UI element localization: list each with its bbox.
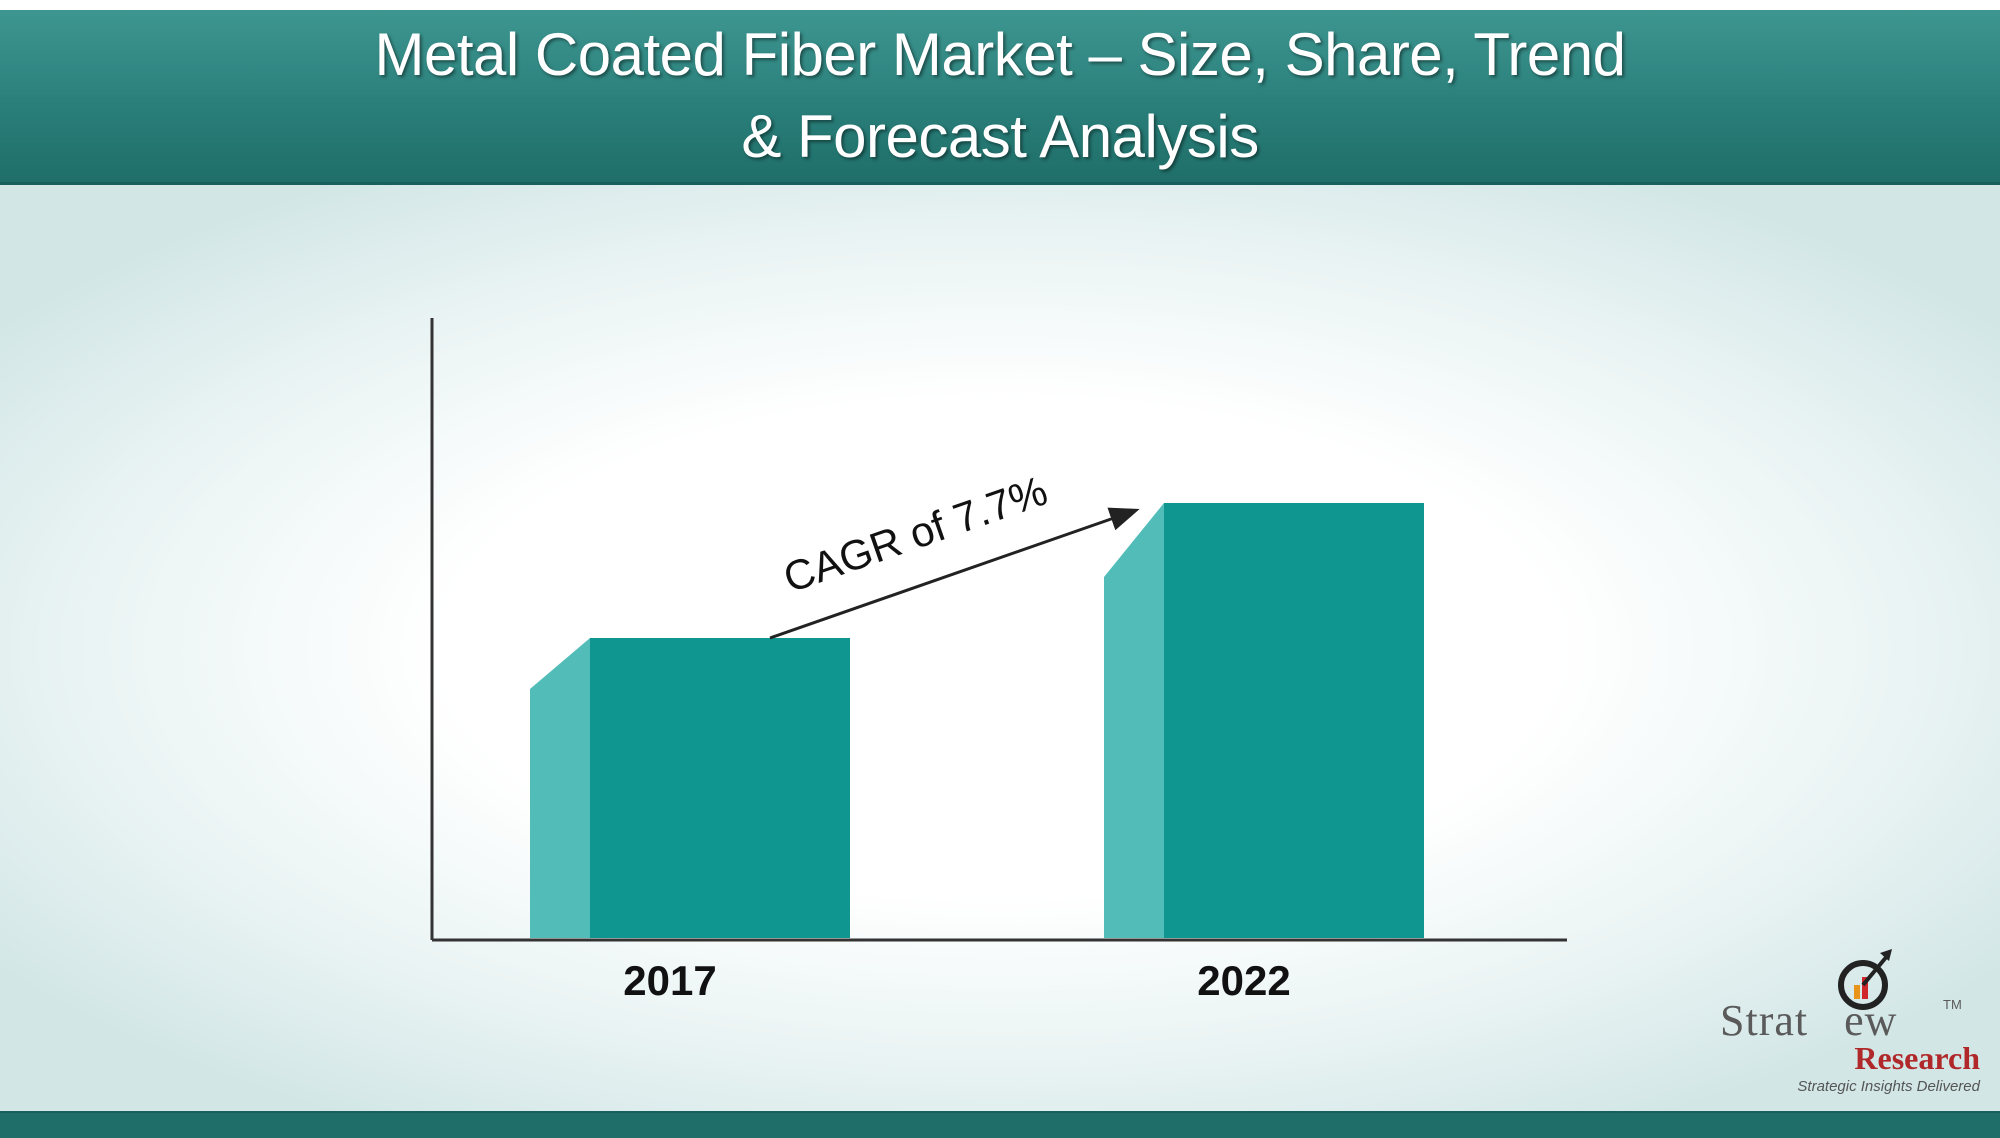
bar-side-2017	[530, 638, 590, 938]
bar-2017	[590, 638, 850, 938]
x-tick-label-2017: 2017	[623, 957, 716, 1004]
stratview-logo: Strat ew TM Research Strategic Insights …	[1700, 945, 1990, 1105]
logo-research-text: Research	[1854, 1040, 1980, 1076]
logo-word-prefix: Strat	[1720, 996, 1809, 1045]
page-title-line-2: & Forecast Analysis	[741, 103, 1259, 170]
cagr-annotation: CAGR of 7.7%	[778, 467, 1054, 602]
title-banner: Metal Coated Fiber Market – Size, Share,…	[0, 10, 2000, 185]
logo-word-suffix: ew	[1844, 996, 1898, 1045]
logo-tagline: Strategic Insights Delivered	[1797, 1078, 1980, 1095]
logo-trademark: TM	[1943, 997, 1962, 1012]
page-title-line-1: Metal Coated Fiber Market – Size, Share,…	[374, 21, 1626, 88]
target-chart-arrow-icon	[1838, 949, 1892, 1010]
footer-bar	[0, 1111, 2000, 1138]
logo-wordmark: Strat ew	[1720, 995, 1897, 1046]
chart-panel	[0, 185, 2000, 1111]
bar-2022	[1164, 503, 1424, 938]
cagr-arrow	[769, 507, 1140, 640]
bar-side-2022	[1104, 503, 1164, 938]
x-tick-label-2022: 2022	[1197, 957, 1290, 1004]
